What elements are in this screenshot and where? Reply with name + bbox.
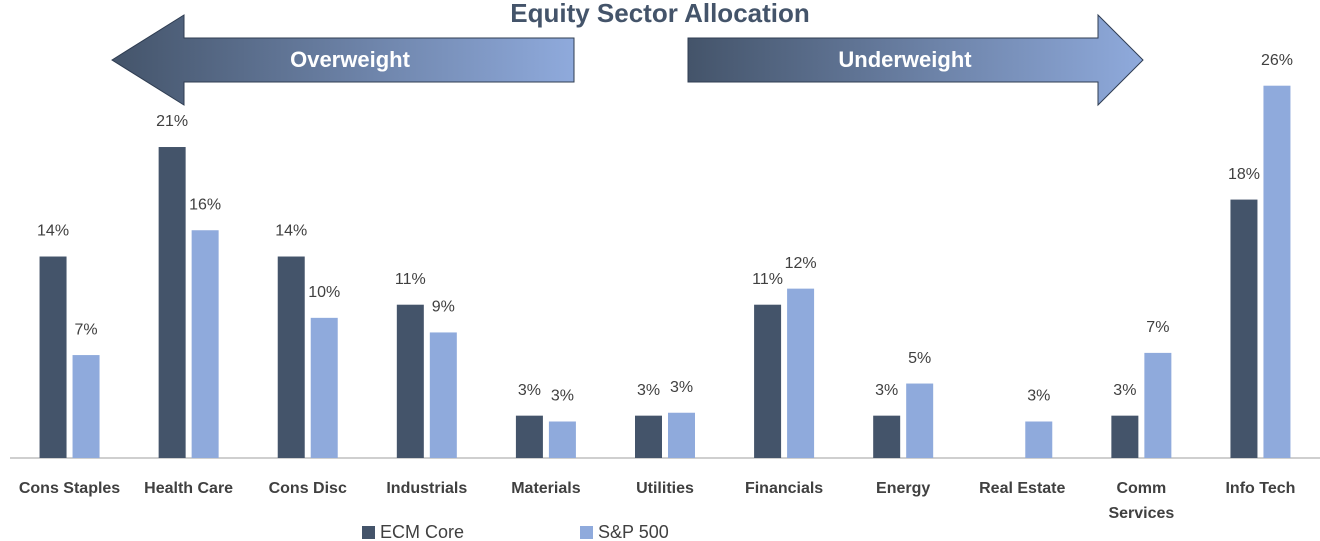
bar bbox=[1144, 352, 1172, 458]
bar bbox=[158, 147, 186, 458]
legend-label: S&P 500 bbox=[598, 522, 669, 541]
x-tick-label: Comm Services bbox=[1108, 480, 1175, 522]
data-label: 5% bbox=[908, 350, 931, 367]
data-label: 26% bbox=[1261, 52, 1293, 69]
x-tick-label: Financials bbox=[744, 480, 824, 497]
x-tick-label: Cons Disc bbox=[268, 480, 347, 497]
data-label: 10% bbox=[308, 284, 340, 301]
x-tick-label: Materials bbox=[511, 480, 581, 497]
data-label: 3% bbox=[637, 382, 660, 399]
x-tick-label: Energy bbox=[876, 480, 931, 497]
data-label: 3% bbox=[1113, 382, 1136, 399]
bar bbox=[548, 421, 576, 458]
bar bbox=[72, 355, 100, 458]
bar bbox=[39, 256, 67, 458]
bar bbox=[754, 304, 782, 458]
legend-label: ECM Core bbox=[380, 522, 464, 541]
bar bbox=[1230, 199, 1258, 458]
legend-swatch bbox=[580, 526, 593, 539]
bar bbox=[1263, 85, 1291, 458]
bar bbox=[310, 317, 338, 458]
bar bbox=[635, 415, 662, 458]
data-label: 11% bbox=[752, 271, 783, 288]
data-label: 12% bbox=[785, 255, 817, 272]
bar bbox=[515, 415, 543, 458]
x-tick-label: Health Care bbox=[144, 480, 234, 497]
data-label: 11% bbox=[395, 271, 426, 288]
x-tick-label: Industrials bbox=[386, 480, 468, 497]
bar bbox=[668, 412, 695, 458]
bar bbox=[1111, 415, 1139, 458]
data-label: 14% bbox=[275, 223, 307, 240]
x-tick-label: Info Tech bbox=[1225, 480, 1296, 497]
data-label: 7% bbox=[74, 321, 97, 338]
bar bbox=[396, 304, 424, 458]
bar bbox=[1025, 421, 1053, 458]
data-label: 3% bbox=[1027, 388, 1050, 405]
data-label: 3% bbox=[670, 379, 693, 396]
data-label: 14% bbox=[37, 223, 69, 240]
bar bbox=[906, 383, 934, 458]
annotation: Underweight bbox=[838, 47, 972, 72]
bar bbox=[873, 415, 901, 458]
bar bbox=[429, 332, 457, 458]
data-label: 3% bbox=[551, 388, 574, 405]
data-label: 16% bbox=[189, 196, 221, 213]
legend-swatch bbox=[362, 526, 375, 539]
annotation: Overweight bbox=[290, 47, 410, 72]
chart-title: Equity Sector Allocation bbox=[510, 0, 810, 28]
x-tick-label: Real Estate bbox=[979, 480, 1066, 497]
bar bbox=[191, 230, 219, 458]
data-label: 9% bbox=[432, 299, 455, 316]
underweight-arrow bbox=[687, 13, 1144, 107]
data-label: 7% bbox=[1146, 319, 1169, 336]
data-label: 21% bbox=[156, 113, 188, 130]
data-label: 18% bbox=[1228, 166, 1260, 183]
bar bbox=[787, 288, 815, 458]
data-label: 3% bbox=[875, 382, 898, 399]
x-tick-label: Utilities bbox=[636, 480, 694, 497]
data-label: 3% bbox=[518, 382, 541, 399]
overweight-arrow bbox=[111, 14, 575, 106]
bar bbox=[277, 256, 305, 458]
x-tick-label: Cons Staples bbox=[18, 480, 121, 497]
